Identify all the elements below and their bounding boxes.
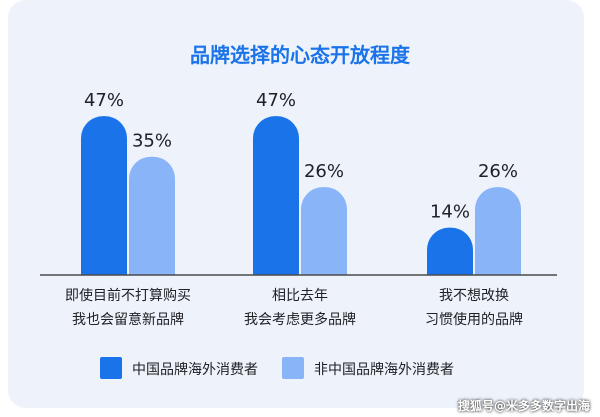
legend-label-0: 中国品牌海外消费者	[132, 361, 258, 378]
legend-swatch-1	[282, 357, 304, 379]
value-label-1-0: 47%	[256, 90, 296, 111]
value-label-1-1: 26%	[304, 161, 344, 182]
bar-1-1	[301, 187, 347, 275]
watermark: 搜狐号@米多多数字出海	[457, 399, 590, 413]
category-label-2-0: 我不想改换	[439, 287, 509, 304]
category-label-1-0: 相比去年	[272, 288, 328, 304]
bar-0-1	[129, 156, 175, 275]
legend: 中国品牌海外消费者 非中国品牌海外消费者	[100, 357, 454, 379]
value-label-2-1: 26%	[478, 161, 518, 182]
chart-title: 品牌选择的心态开放程度	[190, 43, 411, 67]
bars-group	[81, 116, 521, 276]
bar-0-0	[81, 116, 127, 275]
value-label-2-0: 14%	[430, 202, 470, 223]
legend-label-1: 非中国品牌海外消费者	[314, 361, 454, 378]
value-label-0-0: 47%	[84, 90, 124, 111]
category-label-0-0: 即使目前不打算购买	[65, 287, 191, 304]
category-label-2-1: 习惯使用的品牌	[425, 311, 523, 328]
category-label-1-1: 我会考虑更多品牌	[244, 311, 356, 328]
value-labels-group: 47% 35% 47% 26% 14% 26%	[84, 90, 518, 223]
bar-2-1	[475, 187, 521, 275]
bar-2-0	[427, 227, 473, 275]
category-label-0-1: 我也会留意新品牌	[72, 311, 184, 328]
bar-1-0	[253, 116, 299, 276]
value-label-0-1: 35%	[132, 131, 172, 152]
legend-swatch-0	[100, 357, 122, 379]
